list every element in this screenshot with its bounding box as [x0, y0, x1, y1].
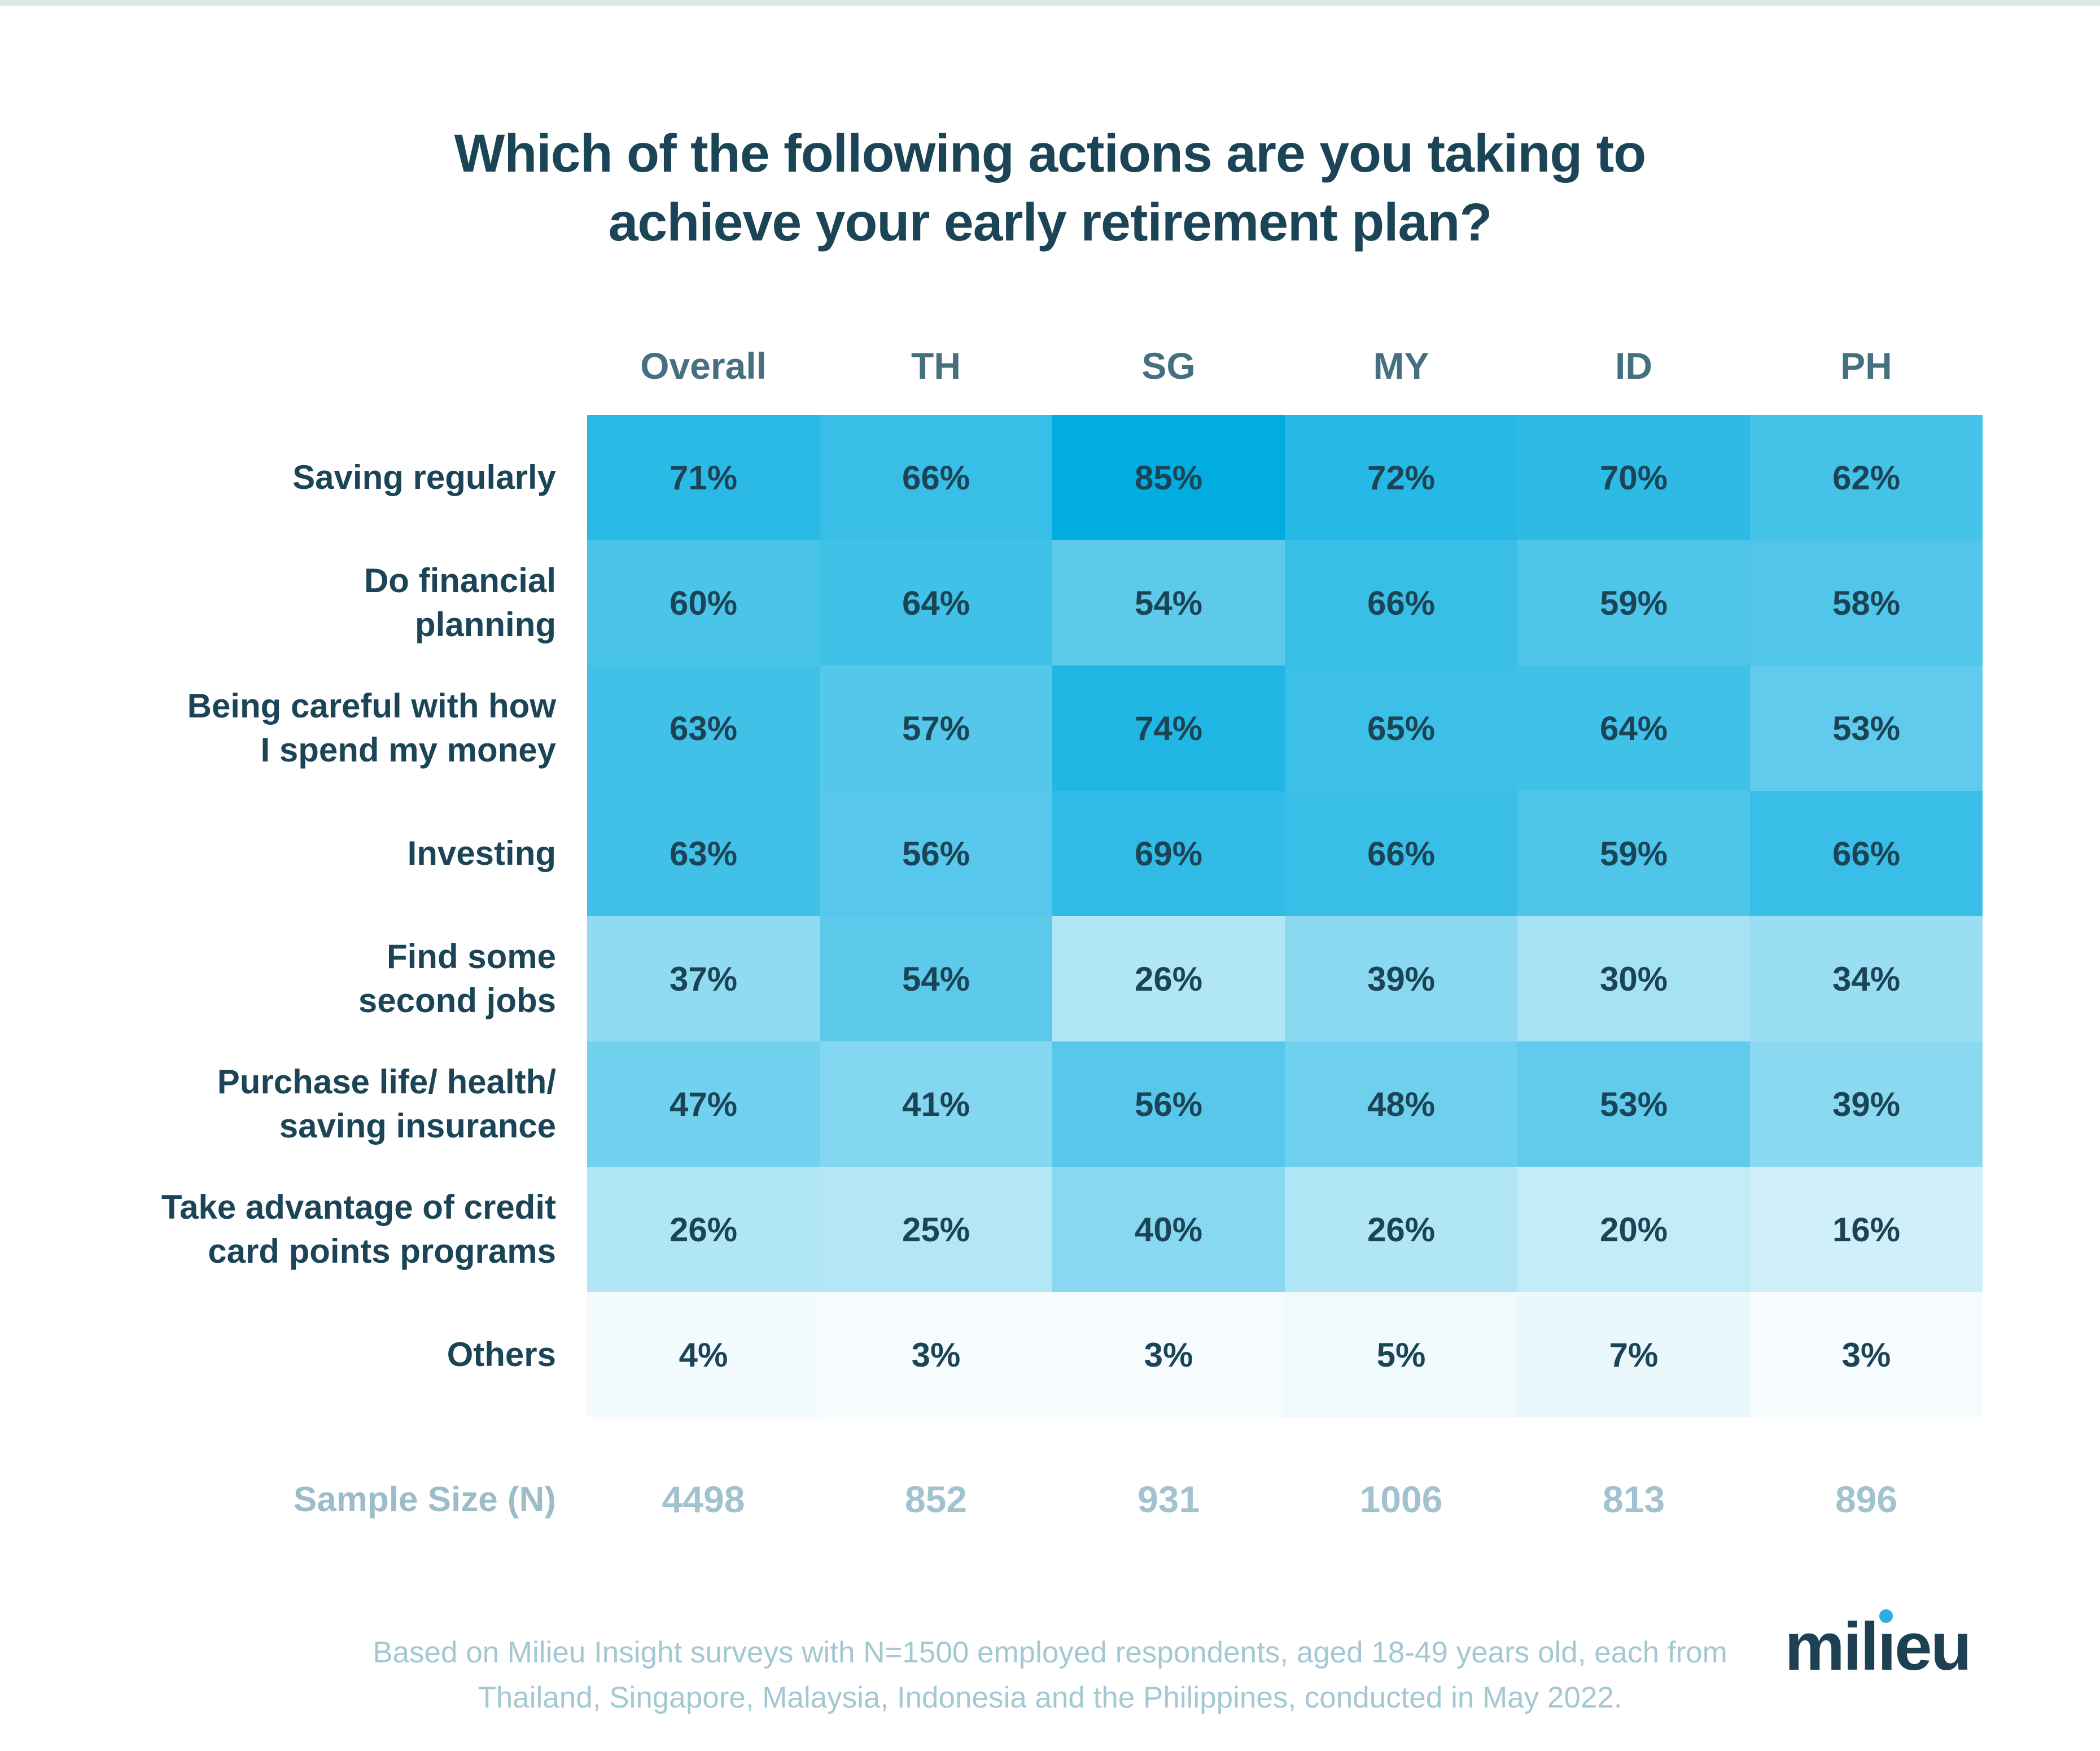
heatmap-cell-r4-c0: 37% [587, 916, 820, 1041]
footnote-line-2: Thailand, Singapore, Malaysia, Indonesia… [478, 1680, 1622, 1714]
heatmap-cell-r3-c5: 66% [1750, 791, 1983, 916]
sample-size-value-c1: 852 [904, 1478, 968, 1520]
heatmap-cell-r0-c0: 71% [587, 415, 820, 540]
heatmap-cell-r3-c2: 69% [1052, 791, 1285, 916]
row-label: Find some second jobs [0, 916, 587, 1041]
footnote: Based on Milieu Insight surveys with N=1… [0, 1630, 2100, 1720]
heatmap-cell-r4-c5: 34% [1750, 916, 1983, 1041]
heatmap-cell-r2-c1: 57% [820, 666, 1052, 791]
heatmap-cell-r3-c1: 56% [820, 791, 1052, 916]
top-accent-strip [0, 0, 2100, 6]
page-title-line-2: achieve your early retirement plan? [608, 192, 1493, 252]
row-label-line: second jobs [358, 982, 556, 1019]
milieu-logo: milıeu [1784, 1608, 1972, 1686]
heatmap-cell-r2-c0: 63% [587, 666, 820, 791]
heatmap-cell-r5-c4: 53% [1517, 1041, 1750, 1167]
row-label-line: Take advantage of credit [161, 1188, 556, 1226]
row-label: Take advantage of credit card points prog… [0, 1167, 587, 1292]
table-corner-spacer [0, 316, 587, 415]
footnote-line-1: Based on Milieu Insight surveys with N=1… [373, 1636, 1727, 1669]
row-label: Being careful with how I spend my money [0, 666, 587, 791]
heatmap-cell-r4-c2: 26% [1052, 916, 1285, 1041]
heatmap-cell-r1-c5: 58% [1750, 540, 1983, 666]
heatmap-cell-r0-c4: 70% [1517, 415, 1750, 540]
column-header-id: ID [1615, 344, 1652, 387]
column-header-sg: SG [1141, 344, 1196, 387]
row-label-line: Saving regularly [292, 458, 556, 496]
sample-size-label: Sample Size (N) [293, 1479, 556, 1519]
column-header-my: MY [1373, 344, 1429, 387]
row-label: Saving regularly [0, 415, 587, 540]
heatmap-cell-r6-c3: 26% [1285, 1167, 1517, 1292]
row-label-line: Do financial [364, 562, 556, 599]
row-label-line: Being careful with how [187, 687, 556, 725]
row-label-line: Investing [407, 834, 556, 872]
heatmap-cell-r6-c5: 16% [1750, 1167, 1983, 1292]
heatmap-cell-r1-c3: 66% [1285, 540, 1517, 666]
heatmap-cell-r3-c4: 59% [1517, 791, 1750, 916]
page-title: Which of the following actions are you t… [0, 120, 2100, 257]
heatmap-cell-r0-c5: 62% [1750, 415, 1983, 540]
heatmap-cell-r2-c2: 74% [1052, 666, 1285, 791]
heatmap-cell-r4-c3: 39% [1285, 916, 1517, 1041]
row-label-line: saving insurance [279, 1107, 556, 1145]
row-label-line: Others [447, 1336, 556, 1373]
row-label: Investing [0, 791, 587, 916]
heatmap-cell-r7-c4: 7% [1517, 1292, 1750, 1417]
heatmap-cell-r0-c3: 72% [1285, 415, 1517, 540]
heatmap-cell-r5-c0: 47% [587, 1041, 820, 1167]
row-label-line: planning [415, 606, 556, 644]
heatmap-cell-r2-c3: 65% [1285, 666, 1517, 791]
heatmap-cell-r0-c1: 66% [820, 415, 1052, 540]
heatmap-cell-r2-c4: 64% [1517, 666, 1750, 791]
sample-size-value-c4: 813 [1602, 1478, 1665, 1520]
heatmap-cell-r1-c4: 59% [1517, 540, 1750, 666]
heatmap-cell-r3-c0: 63% [587, 791, 820, 916]
heatmap-cell-r6-c2: 40% [1052, 1167, 1285, 1292]
heatmap-cell-r5-c2: 56% [1052, 1041, 1285, 1167]
heatmap-cell-r0-c2: 85% [1052, 415, 1285, 540]
heatmap-cell-r4-c1: 54% [820, 916, 1052, 1041]
heatmap-cell-r7-c5: 3% [1750, 1292, 1983, 1417]
heatmap-cell-r5-c5: 39% [1750, 1041, 1983, 1167]
column-header-ph: PH [1840, 344, 1892, 387]
heatmap-cell-r7-c3: 5% [1285, 1292, 1517, 1417]
page-title-line-1: Which of the following actions are you t… [454, 124, 1647, 183]
heatmap-cell-r5-c3: 48% [1285, 1041, 1517, 1167]
logo-text-pre: mil [1784, 1609, 1879, 1684]
sample-size-value-c5: 896 [1835, 1478, 1898, 1520]
heatmap-cell-r3-c3: 66% [1285, 791, 1517, 916]
heatmap-cell-r1-c0: 60% [587, 540, 820, 666]
heatmap-cell-r7-c0: 4% [587, 1292, 820, 1417]
heatmap-cell-r1-c2: 54% [1052, 540, 1285, 666]
heatmap-cell-r7-c2: 3% [1052, 1292, 1285, 1417]
logo-text-post: eu [1894, 1609, 1972, 1684]
row-label-line: I spend my money [260, 731, 556, 769]
heatmap-cell-r4-c4: 30% [1517, 916, 1750, 1041]
heatmap-cell-r6-c0: 26% [587, 1167, 820, 1292]
heatmap-cell-r6-c1: 25% [820, 1167, 1052, 1292]
column-header-overall: Overall [640, 344, 767, 387]
row-label: Do financial planning [0, 540, 587, 666]
heatmap-cell-r5-c1: 41% [820, 1041, 1052, 1167]
heatmap-cell-r6-c4: 20% [1517, 1167, 1750, 1292]
row-label-line: Purchase life/ health/ [217, 1063, 556, 1101]
row-label: Purchase life/ health/saving insurance [0, 1041, 587, 1167]
sample-size-value-c3: 1006 [1359, 1478, 1443, 1520]
sample-size-value-c2: 931 [1137, 1478, 1200, 1520]
heatmap-cell-r7-c1: 3% [820, 1292, 1052, 1417]
heatmap-table: Overall TH SG MY ID PH Saving regularly 71% 66% 8… [0, 316, 1983, 1581]
column-header-th: TH [911, 344, 961, 387]
heatmap-cell-r1-c1: 64% [820, 540, 1052, 666]
row-label: Others [0, 1292, 587, 1417]
heatmap-cell-r2-c5: 53% [1750, 666, 1983, 791]
sample-size-value-c0: 4498 [662, 1478, 745, 1520]
logo-accent-dot-i: ı [1877, 1609, 1896, 1684]
row-label-line: card points programs [208, 1232, 556, 1270]
row-label-line: Find some [386, 938, 556, 975]
